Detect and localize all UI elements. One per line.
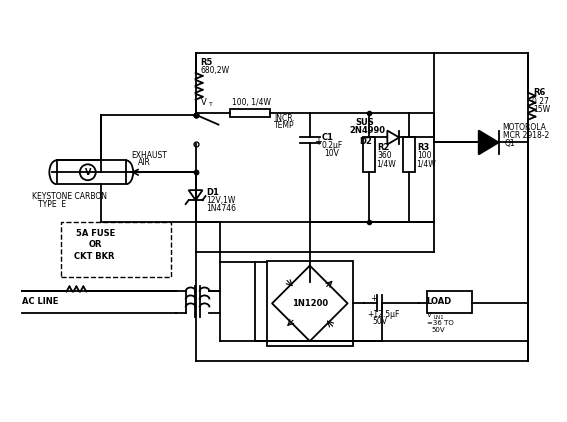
Text: TYPE  E: TYPE E [37,200,66,208]
Text: 50V: 50V [373,317,387,326]
Text: 360: 360 [378,151,392,160]
Text: +: + [314,138,322,147]
Text: 100: 100 [417,151,431,160]
Text: CKT BKR: CKT BKR [74,252,115,261]
Text: 12V,1W: 12V,1W [206,195,236,205]
Text: SUS: SUS [356,118,374,127]
Text: 100, 1/4W: 100, 1/4W [232,98,272,107]
Bar [403,138,415,172]
Text: 0 27: 0 27 [532,97,549,106]
Text: AIR: AIR [138,158,151,167]
Text: =36 TO: =36 TO [427,320,454,326]
Text: MCR 2918-2: MCR 2918-2 [502,131,549,140]
Text: R5: R5 [201,59,213,68]
Text: 5A FUSE: 5A FUSE [77,229,116,238]
Text: LOAD: LOAD [426,297,451,306]
Text: 680,2W: 680,2W [201,66,230,76]
Text: 1/4W: 1/4W [416,160,436,169]
Text: TEMP: TEMP [274,121,295,130]
Text: D1: D1 [206,188,219,197]
Text: T: T [209,102,213,107]
Text: MOTOROLA: MOTOROLA [502,123,547,132]
Text: 1/4W: 1/4W [376,160,396,169]
Text: 10V: 10V [324,149,338,158]
Text: INCR.: INCR. [274,114,295,123]
Text: 2N4990: 2N4990 [350,126,386,135]
Text: +12.5μF: +12.5μF [367,310,400,319]
Text: 1N4746: 1N4746 [206,203,236,213]
Text: AC LINE: AC LINE [22,297,58,306]
Text: EXHAUST: EXHAUST [131,151,167,160]
Text: LN1: LN1 [433,315,443,320]
Text: V: V [84,168,91,177]
Bar [267,261,353,346]
Bar [363,138,375,172]
Bar [230,109,270,116]
Bar [61,222,171,276]
Text: KEYSTONE CARBON: KEYSTONE CARBON [32,192,107,200]
Text: Q1: Q1 [505,139,515,148]
Text: V: V [201,98,206,107]
Text: C1: C1 [321,133,334,142]
Text: OR: OR [88,240,102,249]
Bar [57,160,126,184]
Text: R6: R6 [534,88,545,97]
Text: 15W: 15W [534,105,551,114]
Text: V: V [427,312,432,318]
Polygon shape [479,130,498,154]
Text: 0.2μF: 0.2μF [321,141,343,150]
Text: 50V: 50V [431,327,445,333]
Text: +: + [370,294,377,303]
Text: 1N1200: 1N1200 [292,299,328,308]
Bar [427,292,472,313]
Text: D2: D2 [359,137,373,146]
Text: R3: R3 [417,143,429,152]
Text: R2: R2 [378,143,390,152]
